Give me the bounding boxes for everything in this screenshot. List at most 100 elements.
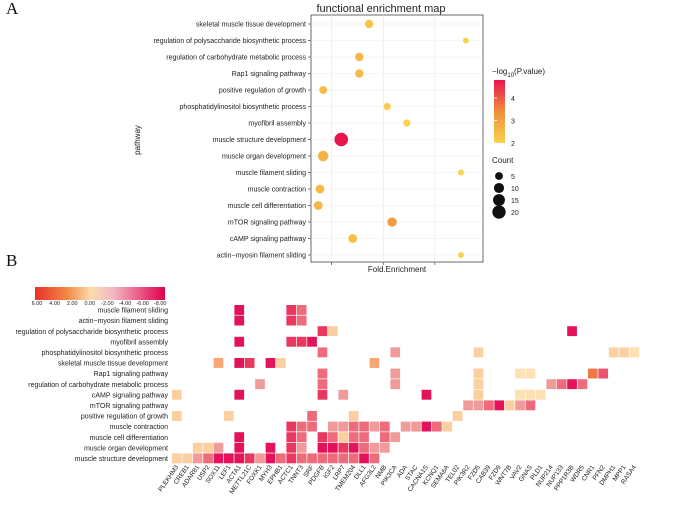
heatmap-cell: [172, 389, 182, 400]
heatmap-cell: [265, 453, 276, 464]
heatmap-cell: [588, 368, 598, 379]
heatmap-cell: [224, 411, 234, 421]
heatmap-column-labels: PLEKHM3CREB1ADAR81USP2SOX11LEF1ACTA1METT…: [157, 464, 638, 496]
heatmap-cell: [276, 358, 286, 368]
heatmap-scale-label: -6.00: [136, 301, 149, 307]
heatmap-cell: [421, 421, 432, 432]
heatmap-cell: [224, 453, 234, 464]
bubble: [313, 201, 323, 210]
heatmap-row-label: positive regulation of growth: [81, 414, 168, 421]
heatmap-cell: [515, 389, 525, 400]
heatmap-cell: [234, 358, 245, 368]
heatmap-cell: [567, 379, 577, 390]
heatmap-cell: [577, 379, 588, 390]
heatmap-scale-label: 0.00: [84, 301, 95, 307]
pathway-label: mTOR signaling pathway: [228, 220, 307, 227]
heatmap-cell: [473, 347, 484, 358]
heatmap-row-label: regulation of carbohydrate metabolic pro…: [28, 382, 168, 389]
heatmap-cell: [338, 389, 349, 400]
heatmap-cell: [515, 400, 525, 411]
heatmap-cell: [525, 389, 536, 400]
heatmap-cell: [348, 432, 359, 443]
heatmap-cell: [244, 358, 255, 368]
heatmap-cell: [213, 358, 224, 368]
color-legend-title-suffix: (P.value): [514, 67, 545, 76]
heatmap-cell: [296, 305, 307, 315]
panel-b-heatmap: 6.00 4.00 2.00 0.00 -2.00 -4.00 -6.00 -8.00 mus…: [15, 287, 640, 496]
heatmap-cell: [296, 442, 307, 453]
heatmap-scale-label: -4.00: [119, 301, 132, 307]
heatmap-cell: [265, 358, 276, 368]
heatmap-cell: [494, 400, 505, 411]
heatmap-cell: [567, 326, 577, 337]
size-legend-label: 10: [511, 186, 519, 193]
heatmap-cell: [359, 442, 369, 453]
x-ticks: [331, 262, 436, 265]
heatmap-cell: [504, 400, 515, 411]
size-legend-dot: [492, 205, 506, 219]
bubble: [348, 234, 358, 243]
heatmap-cell: [307, 453, 317, 464]
bubble: [403, 119, 411, 127]
heatmap-cell: [317, 368, 328, 379]
size-legend-dot: [495, 172, 503, 180]
heatmap-row-label: regulation of polysaccharide biosyntheti…: [15, 329, 168, 336]
heatmap-cell: [629, 347, 640, 358]
heatmap-cell: [234, 305, 245, 315]
heatmap-cell: [463, 400, 473, 411]
color-legend: −log10(P.value) 4 3 2: [492, 67, 545, 148]
heatmap-cell: [359, 453, 369, 464]
heatmap-row-label: muscle filament sliding: [98, 308, 169, 315]
heatmap-cell: [307, 411, 317, 421]
heatmap-cell: [338, 442, 349, 453]
size-legend-dot: [493, 182, 505, 194]
heatmap-cell: [234, 336, 245, 347]
heatmap-cell: [515, 368, 525, 379]
heatmap-cell: [317, 379, 328, 390]
heatmap-cell: [359, 432, 369, 443]
color-legend-ticks: 4 3 2: [494, 96, 515, 148]
bubble: [334, 132, 349, 147]
heatmap-cell: [296, 453, 307, 464]
heatmap-cell: [234, 389, 245, 400]
heatmap-cell: [525, 400, 536, 411]
heatmap-cell: [473, 389, 484, 400]
heatmap-cell: [328, 326, 338, 337]
heatmap-row-label: muscle structure development: [75, 456, 168, 463]
size-legend-label: 20: [511, 210, 519, 217]
heatmap-cell: [296, 315, 307, 326]
bubble: [383, 102, 391, 111]
chart-title: functional enrichment map: [316, 3, 445, 15]
heatmap-cell: [473, 368, 484, 379]
heatmap-cell: [400, 421, 411, 432]
bubble: [315, 184, 325, 194]
heatmap-cell: [286, 305, 297, 315]
heatmap-cell: [369, 442, 380, 453]
heatmap-cell: [328, 432, 338, 443]
size-legend: Count 5 10 15 20: [492, 156, 519, 219]
heatmap-cell: [296, 421, 307, 432]
pathway-label: positive regulation of growth: [219, 88, 306, 95]
bubble: [458, 252, 464, 258]
heatmap-cell: [359, 421, 369, 432]
heatmap-cell: [234, 315, 245, 326]
heatmap-cell: [348, 453, 359, 464]
pathway-label: muscle contraction: [248, 187, 306, 194]
pathway-label: muscle structure development: [213, 137, 306, 144]
x-axis-label: Fold.Enrichment: [368, 265, 427, 274]
heatmap-cell: [276, 453, 286, 464]
heatmap-cell: [213, 453, 224, 464]
heatmap-cell: [317, 389, 328, 400]
heatmap-cell: [380, 421, 390, 432]
pathway-label: cAMP signaling pathway: [230, 236, 307, 243]
heatmap-cell: [317, 432, 328, 443]
heatmap-cell: [172, 453, 182, 464]
heatmap-cell: [307, 421, 317, 432]
heatmap-cell: [296, 432, 307, 443]
heatmap-cell: [307, 336, 317, 347]
heatmap-cell: [213, 442, 224, 453]
heatmap-cell: [380, 432, 390, 443]
heatmap-row-label: skeletal muscle tissue development: [58, 361, 168, 368]
heatmap-cell: [348, 442, 359, 453]
heatmap-cell: [203, 442, 213, 453]
